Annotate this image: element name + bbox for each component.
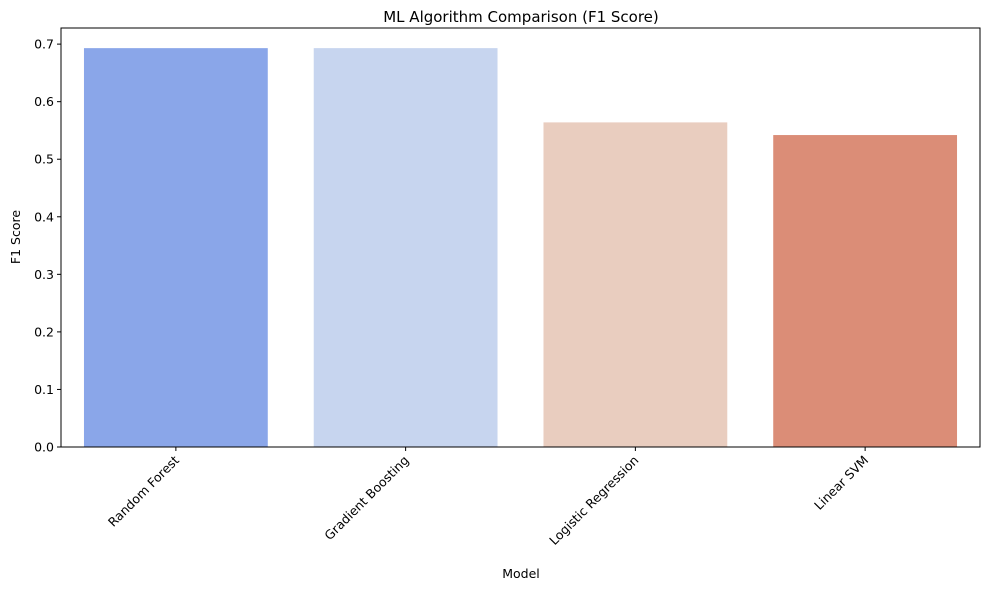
y-tick-label: 0.4 bbox=[34, 209, 54, 224]
y-tick-label: 0.7 bbox=[34, 37, 54, 52]
bar-random-forest bbox=[83, 48, 268, 447]
x-tick-label: Random Forest bbox=[105, 452, 182, 529]
x-axis-ticks: Random Forest Gradient Boosting Logistic R… bbox=[105, 447, 871, 548]
y-tick-label: 0.1 bbox=[34, 382, 54, 397]
y-tick-label: 0.5 bbox=[34, 152, 54, 167]
bar-linear-svm bbox=[773, 135, 958, 448]
x-axis-label: Model bbox=[502, 566, 540, 581]
x-tick-label: Gradient Boosting bbox=[321, 453, 412, 544]
y-tick-label: 0.3 bbox=[34, 267, 54, 282]
y-tick-label: 0.2 bbox=[34, 324, 54, 339]
bar-gradient-boosting bbox=[313, 48, 498, 447]
x-tick-label: Linear SVM bbox=[811, 453, 871, 513]
y-tick-label: 0.6 bbox=[34, 94, 54, 109]
y-axis-ticks: 0.0 0.1 0.2 0.3 0.4 0.5 0.6 0.7 bbox=[34, 37, 61, 455]
y-axis-label: F1 Score bbox=[8, 210, 23, 264]
x-tick-label: Logistic Regression bbox=[546, 453, 641, 548]
bar-logistic-regression bbox=[543, 122, 728, 447]
y-tick-label: 0.0 bbox=[34, 440, 54, 455]
bars-group bbox=[83, 48, 958, 448]
chart-title: ML Algorithm Comparison (F1 Score) bbox=[383, 8, 659, 26]
plot-frame bbox=[60, 27, 981, 448]
